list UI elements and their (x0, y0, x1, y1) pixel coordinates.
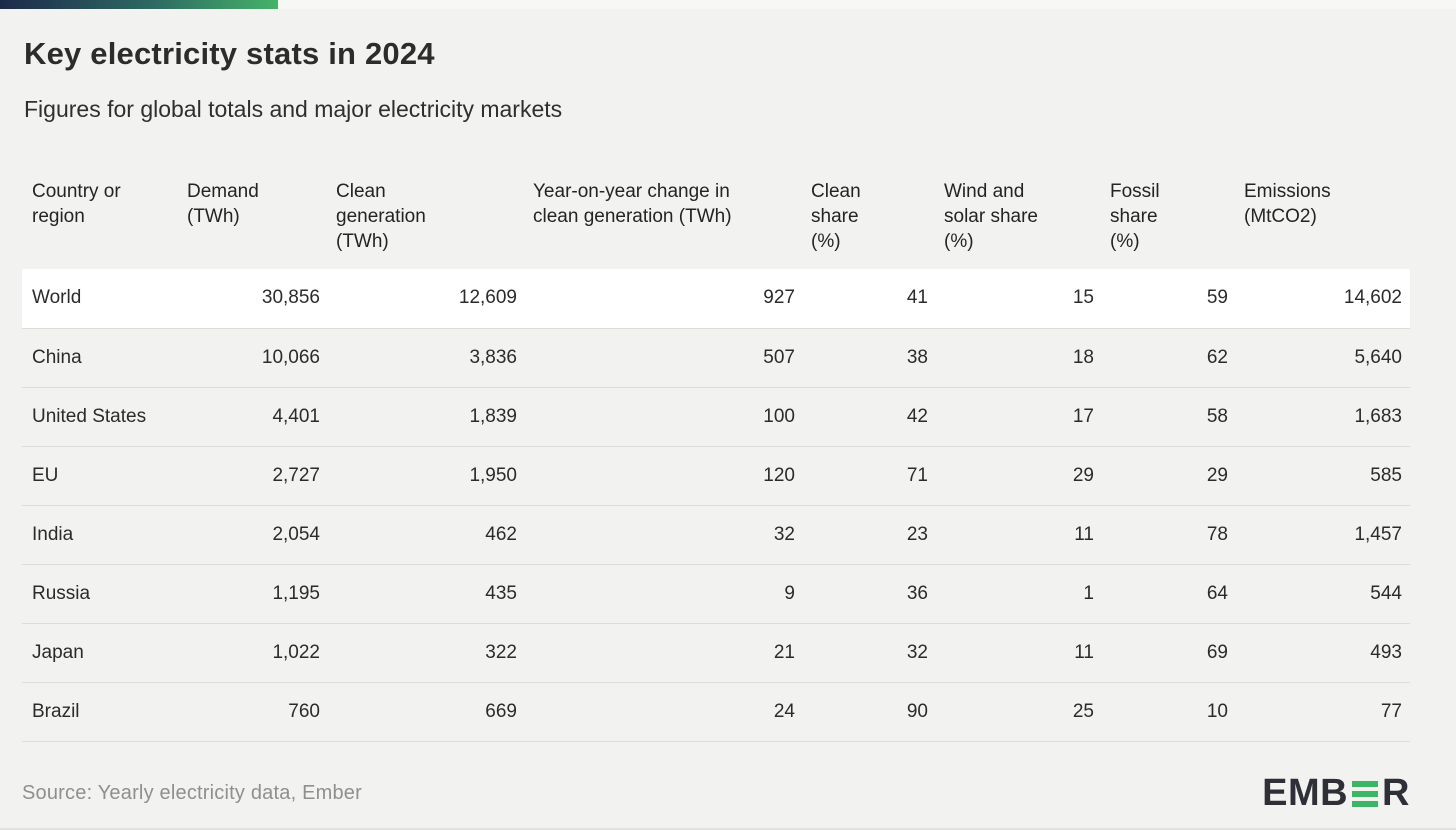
value-cell: 1,950 (469, 464, 517, 486)
value-cell: 322 (485, 641, 517, 663)
value-cell: 62 (1206, 346, 1228, 368)
table-row: China 10,066 3,836 507 38 18 62 5,640 (22, 328, 1410, 387)
value-cell: 78 (1206, 523, 1228, 545)
value-cell: 42 (906, 405, 928, 427)
stats-table: Country or region Demand (TWh) Clean gener… (22, 167, 1410, 742)
value-cell: 12,609 (458, 287, 517, 309)
value-cell: 15 (1072, 287, 1094, 309)
region-cell: Russia (32, 582, 91, 604)
table-header-row: Country or region Demand (TWh) Clean gener… (22, 167, 1410, 269)
value-cell: 18 (1072, 346, 1094, 368)
region-cell: World (32, 287, 82, 309)
value-cell: 71 (906, 464, 928, 486)
column-header: Demand (TWh) (187, 181, 259, 228)
value-cell: 1,195 (272, 582, 320, 604)
page-subtitle: Figures for global totals and major elec… (24, 96, 563, 122)
value-cell: 1 (1083, 582, 1094, 604)
region-cell: Brazil (32, 700, 80, 722)
value-cell: 9 (784, 582, 795, 604)
table-row: Japan 1,022 322 21 32 11 69 493 (22, 623, 1410, 682)
ember-logo-text-right: R (1382, 772, 1410, 814)
value-cell: 435 (485, 582, 517, 604)
value-cell: 77 (1380, 700, 1402, 722)
value-cell: 36 (906, 582, 928, 604)
value-cell: 69 (1206, 641, 1228, 663)
value-cell: 5,640 (1354, 346, 1402, 368)
value-cell: 760 (288, 700, 320, 722)
value-cell: 1,683 (1354, 405, 1402, 427)
bottom-divider (0, 828, 1456, 830)
page-container: Key electricity stats in 2024 Figures fo… (0, 9, 1456, 742)
value-cell: 23 (906, 523, 928, 545)
value-cell: 11 (1074, 641, 1094, 663)
value-cell: 25 (1072, 700, 1094, 722)
region-cell: India (32, 523, 74, 545)
value-cell: 1,839 (469, 405, 517, 427)
value-cell: 32 (906, 641, 928, 663)
value-cell: 30,856 (261, 287, 320, 309)
table-row: Russia 1,195 435 9 36 1 64 544 (22, 564, 1410, 623)
column-header: Clean generation (TWh) (336, 181, 426, 253)
top-strip (0, 0, 1456, 9)
column-header: Wind and solar share (%) (944, 181, 1038, 253)
column-header: Fossil share (%) (1110, 181, 1160, 253)
value-cell: 14,602 (1343, 287, 1402, 309)
footer: Source: Yearly electricity data, Ember E… (22, 774, 1410, 812)
value-cell: 3,836 (469, 346, 517, 368)
value-cell: 17 (1072, 405, 1094, 427)
region-cell: China (32, 346, 82, 368)
value-cell: 29 (1072, 464, 1094, 486)
value-cell: 4,401 (272, 405, 320, 427)
value-cell: 32 (773, 523, 795, 545)
value-cell: 585 (1370, 464, 1402, 486)
value-cell: 493 (1370, 641, 1402, 663)
table-row: India 2,054 462 32 23 11 78 1,457 (22, 505, 1410, 564)
value-cell: 2,727 (272, 464, 320, 486)
value-cell: 59 (1206, 287, 1228, 309)
value-cell: 100 (763, 405, 795, 427)
column-header: Year-on-year change in clean generation … (533, 181, 732, 228)
value-cell: 1,457 (1354, 523, 1402, 545)
ember-logo-e-icon (1352, 781, 1379, 807)
table-row: EU 2,727 1,950 120 71 29 29 585 (22, 446, 1410, 505)
table-row: Brazil 760 669 24 90 25 10 77 (22, 682, 1410, 741)
accent-gradient-bar (0, 0, 278, 9)
value-cell: 11 (1074, 523, 1094, 545)
value-cell: 41 (906, 287, 928, 309)
value-cell: 10,066 (261, 346, 320, 368)
column-header: Clean share (%) (811, 181, 861, 253)
ember-logo: EMB R (1262, 774, 1410, 812)
column-header: Emissions (MtCO2) (1244, 181, 1331, 228)
value-cell: 927 (763, 287, 795, 309)
value-cell: 64 (1206, 582, 1228, 604)
table-row: World 30,856 12,609 927 41 15 59 14,602 (22, 269, 1410, 328)
value-cell: 507 (763, 346, 795, 368)
source-note: Source: Yearly electricity data, Ember (22, 781, 362, 804)
table-row: United States 4,401 1,839 100 42 17 58 1,683 (22, 387, 1410, 446)
value-cell: 58 (1206, 405, 1228, 427)
value-cell: 21 (773, 641, 795, 663)
value-cell: 90 (906, 700, 928, 722)
value-cell: 544 (1370, 582, 1402, 604)
region-cell: Japan (32, 641, 84, 663)
ember-logo-text-left: EMB (1262, 772, 1349, 814)
page-title: Key electricity stats in 2024 (24, 36, 435, 71)
value-cell: 10 (1206, 700, 1228, 722)
region-cell: EU (32, 464, 59, 486)
value-cell: 1,022 (272, 641, 320, 663)
value-cell: 24 (773, 700, 795, 722)
value-cell: 29 (1206, 464, 1228, 486)
value-cell: 669 (485, 700, 517, 722)
value-cell: 38 (906, 346, 928, 368)
value-cell: 120 (763, 464, 795, 486)
region-cell: United States (32, 405, 147, 427)
value-cell: 2,054 (272, 523, 320, 545)
column-header: Country or region (32, 181, 121, 228)
value-cell: 462 (485, 523, 517, 545)
